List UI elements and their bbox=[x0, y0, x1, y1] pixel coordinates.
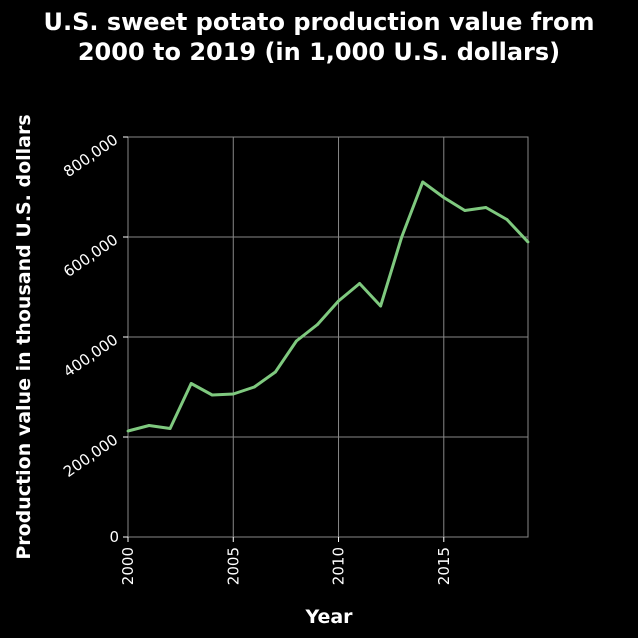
chart-title-line-1: U.S. sweet potato production value from bbox=[43, 8, 594, 36]
x-tick-label-2010: 2010 bbox=[330, 547, 348, 585]
data-point-2003 bbox=[189, 382, 193, 385]
data-point-2011 bbox=[358, 282, 361, 285]
data-point-2005 bbox=[231, 392, 235, 396]
chart-title-line-2: 2000 to 2019 (in 1,000 U.S. dollars) bbox=[78, 38, 560, 66]
data-point-2014 bbox=[421, 180, 425, 184]
data-point-2015 bbox=[442, 196, 446, 199]
data-point-2002 bbox=[168, 427, 172, 430]
x-tick-label-2015: 2015 bbox=[435, 547, 453, 585]
data-point-2006 bbox=[252, 385, 256, 389]
y-tick-label-0: 0 bbox=[109, 528, 119, 546]
data-point-2000 bbox=[126, 429, 130, 433]
data-point-2016 bbox=[463, 209, 467, 212]
x-axis-label: Year bbox=[304, 606, 353, 628]
data-point-2013 bbox=[400, 235, 404, 239]
data-point-2010 bbox=[337, 299, 340, 303]
data-point-2017 bbox=[484, 206, 488, 209]
data-point-2004 bbox=[210, 393, 214, 397]
data-point-2008 bbox=[295, 339, 298, 343]
data-point-2009 bbox=[316, 323, 319, 326]
data-point-2019 bbox=[526, 240, 530, 244]
data-point-2018 bbox=[505, 218, 509, 221]
data-point-2001 bbox=[147, 424, 151, 427]
series-group bbox=[126, 180, 530, 433]
data-point-2012 bbox=[379, 304, 383, 308]
data-point-2007 bbox=[273, 370, 277, 374]
x-tick-label-2005: 2005 bbox=[224, 547, 242, 585]
series-line-0 bbox=[127, 180, 530, 433]
x-tick-label-2000: 2000 bbox=[119, 547, 137, 585]
y-axis-label: Production value in thousand U.S. dollar… bbox=[13, 114, 35, 559]
